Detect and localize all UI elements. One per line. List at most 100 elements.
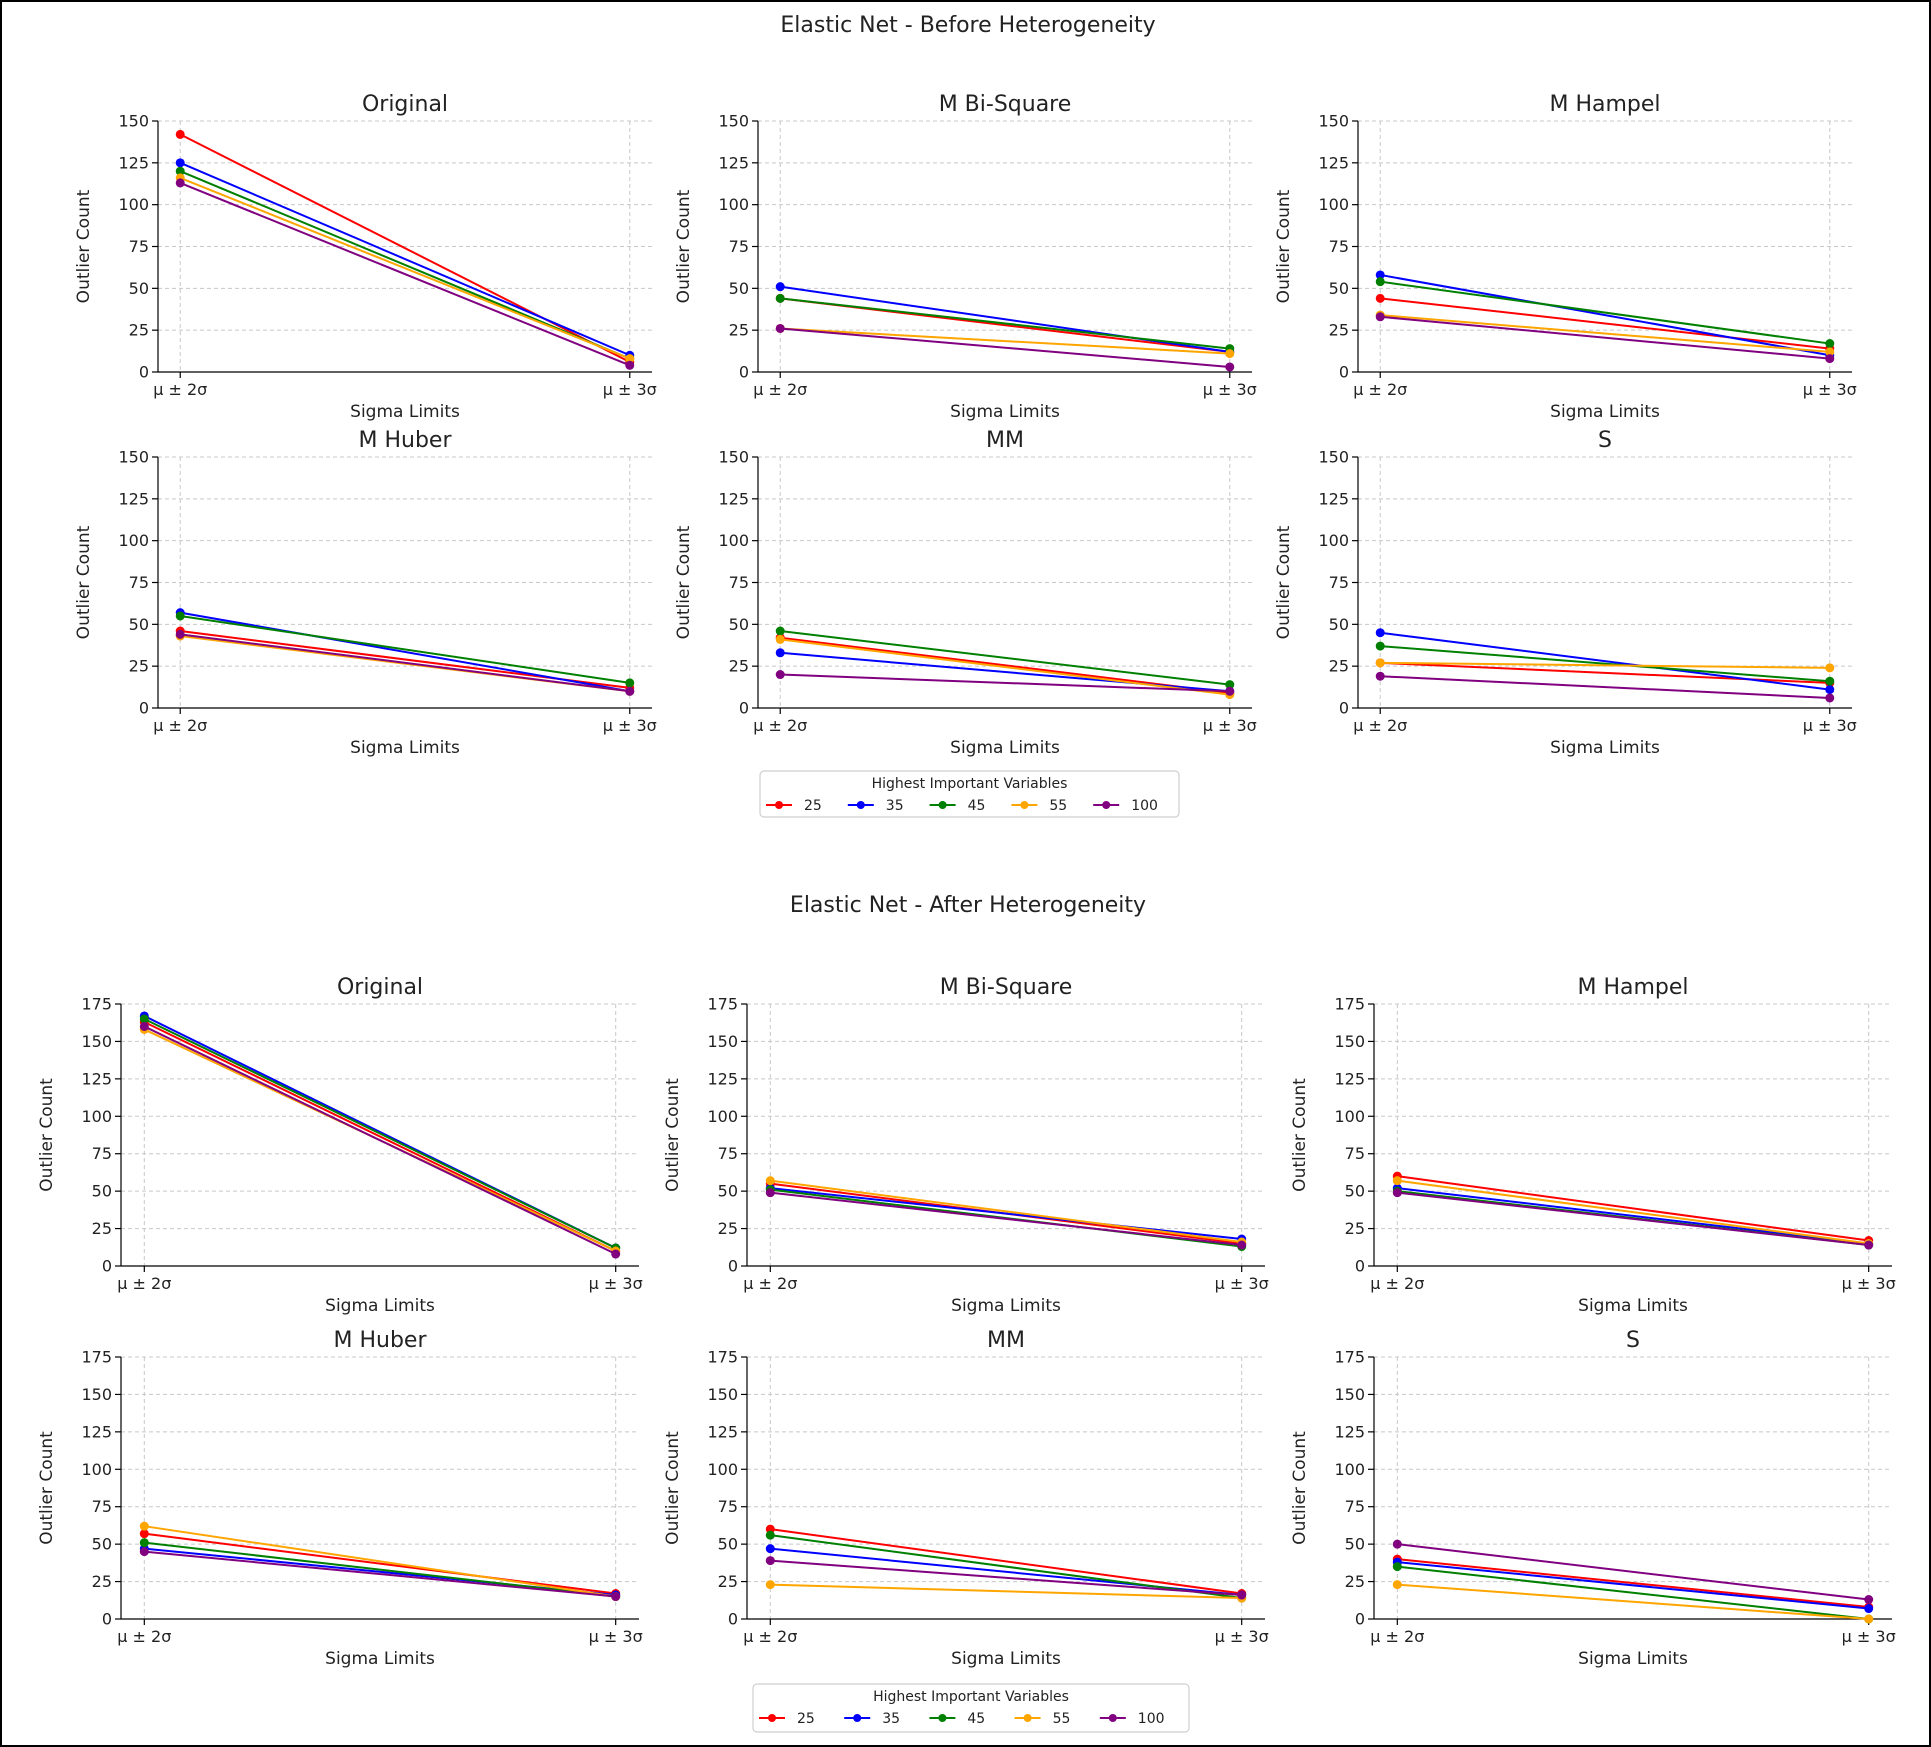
data-point-100 [765, 1556, 775, 1566]
y-axis-label: Outlier Count [663, 1431, 683, 1545]
y-tick-label: 50 [1345, 1182, 1365, 1201]
series-line-55 [144, 1525, 616, 1598]
data-point-45 [1392, 1562, 1402, 1572]
x-tick-label: μ ± 2σ [153, 716, 207, 735]
y-tick-label: 175 [1334, 1348, 1365, 1367]
y-tick-label: 75 [129, 573, 149, 592]
y-tick-label: 100 [707, 1107, 738, 1126]
subplot-6: 0 25 50 75 100 125 150 175 μ ± 2σ μ ± 3σ Sigma Lim… [37, 975, 643, 1316]
y-tick-label: 100 [1334, 1107, 1365, 1126]
x-axis-label: Sigma Limits [325, 1649, 435, 1669]
x-tick-label: μ ± 2σ [743, 1274, 797, 1293]
legend-marker-35 [856, 801, 865, 809]
y-axis-label: Outlier Count [1290, 1431, 1310, 1545]
y-tick-label: 75 [1329, 237, 1349, 256]
series-line-45 [770, 1534, 1242, 1600]
y-tick-label: 125 [718, 489, 749, 508]
series-line-35 [1397, 1187, 1869, 1245]
y-tick-label: 150 [1318, 448, 1349, 467]
legend-title: Highest Important Variables [873, 1689, 1069, 1705]
data-point-55 [1864, 1614, 1874, 1624]
x-tick-label: μ ± 3σ [1842, 1274, 1896, 1293]
y-tick-label: 25 [129, 657, 149, 676]
y-tick-label: 0 [139, 363, 149, 382]
series-line-55 [1380, 661, 1830, 669]
y-tick-label: 150 [81, 1385, 112, 1404]
data-point-100 [1825, 354, 1835, 364]
legend-marker-25 [775, 801, 783, 809]
x-tick-label: μ ± 3σ [1215, 1274, 1269, 1293]
legend-marker-45 [938, 1714, 947, 1722]
data-point-100 [611, 1592, 621, 1602]
y-tick-label: 75 [718, 1144, 738, 1163]
subplot-10: 0 25 50 75 100 125 150 175 μ ± 2σ μ ± 3σ Sigma Lim… [663, 1328, 1269, 1669]
series-line-25 [179, 133, 631, 363]
y-tick-label: 25 [1345, 1572, 1365, 1591]
data-point-55 [765, 1176, 775, 1186]
data-point-45 [775, 626, 785, 636]
y-tick-label: 150 [118, 112, 149, 131]
x-axis-label: Sigma Limits [1578, 1649, 1688, 1669]
subplot-title: M Huber [358, 428, 452, 453]
y-tick-label: 150 [118, 448, 149, 467]
data-point-100 [175, 629, 185, 639]
subplot-8: 0 25 50 75 100 125 150 175 μ ± 2σ μ ± 3σ Sigma Lim… [1290, 975, 1896, 1316]
legend-1: Highest Important Variables 25 35 45 55 100 [752, 1683, 1190, 1733]
y-axis-label: Outlier Count [1274, 189, 1294, 303]
y-tick-label: 175 [707, 995, 738, 1014]
data-point-35 [775, 282, 785, 292]
y-tick-label: 100 [707, 1460, 738, 1479]
series-line-55 [1380, 314, 1830, 353]
subplot-7: 0 25 50 75 100 125 150 175 μ ± 2σ μ ± 3σ Sigma Lim… [663, 975, 1269, 1316]
series-line-45 [180, 614, 630, 684]
y-tick-label: 125 [718, 153, 749, 172]
data-point-100 [765, 1188, 775, 1198]
x-tick-label: μ ± 2σ [1353, 380, 1407, 399]
data-point-100 [1392, 1188, 1402, 1198]
y-tick-label: 175 [1334, 995, 1365, 1014]
series-line-25 [780, 636, 1230, 694]
y-tick-label: 125 [1318, 153, 1349, 172]
legend-label: 100 [1138, 1711, 1165, 1727]
data-point-35 [775, 648, 785, 658]
y-tick-label: 150 [1318, 112, 1349, 131]
series-line-45 [144, 1541, 616, 1598]
x-axis-label: Sigma Limits [350, 738, 460, 758]
series-line-35 [1380, 273, 1830, 357]
series-line-55 [1397, 1179, 1869, 1245]
data-point-25 [139, 1529, 149, 1539]
y-tick-label: 175 [81, 995, 112, 1014]
x-axis-label: Sigma Limits [1578, 1296, 1688, 1316]
data-point-100 [1375, 312, 1385, 322]
data-point-55 [1225, 349, 1235, 359]
y-axis-label: Outlier Count [1290, 1078, 1310, 1192]
data-point-100 [1864, 1595, 1874, 1605]
data-point-100 [139, 1021, 149, 1031]
y-tick-label: 75 [1345, 1497, 1365, 1516]
data-point-35 [1375, 628, 1385, 638]
data-point-100 [1225, 686, 1235, 696]
y-tick-label: 50 [1345, 1535, 1365, 1554]
y-tick-label: 150 [81, 1032, 112, 1051]
x-tick-label: μ ± 3σ [1803, 380, 1857, 399]
y-axis-label: Outlier Count [674, 189, 694, 303]
subplot-9: 0 25 50 75 100 125 150 175 μ ± 2σ μ ± 3σ Sigma Lim… [37, 1328, 643, 1669]
y-tick-label: 125 [1318, 489, 1349, 508]
y-tick-label: 100 [1318, 195, 1349, 214]
y-tick-label: 50 [718, 1535, 738, 1554]
data-point-35 [765, 1544, 775, 1554]
subplot-title: M Hampel [1577, 975, 1688, 1000]
data-point-100 [1237, 1240, 1247, 1250]
x-tick-label: μ ± 2σ [1370, 1627, 1424, 1646]
y-tick-label: 0 [1339, 699, 1349, 718]
series-line-100 [780, 673, 1230, 693]
subplot-0: 0 25 50 75 100 125 150 μ ± 2σ μ ± 3σ Sigma Limits… [74, 92, 657, 422]
data-point-35 [1825, 685, 1835, 695]
series-line-100 [1380, 315, 1830, 360]
y-tick-label: 50 [1329, 615, 1349, 634]
series-line-35 [1380, 631, 1830, 691]
data-point-45 [139, 1014, 149, 1024]
y-tick-label: 125 [81, 1069, 112, 1088]
series-line-100 [770, 1191, 1242, 1247]
